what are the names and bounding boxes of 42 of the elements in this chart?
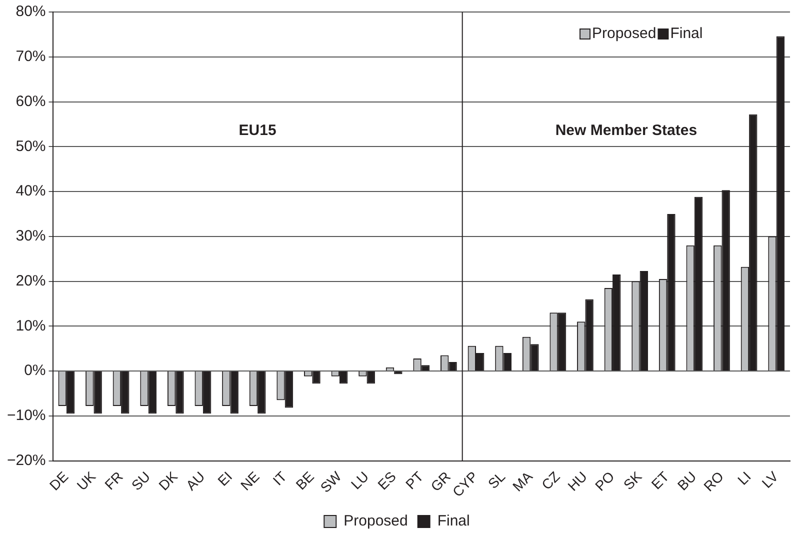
x-tick-label: ET: [648, 468, 672, 492]
y-tick-label: 40%: [16, 182, 46, 200]
text: Final: [437, 512, 470, 530]
y-tick-label: 70%: [16, 48, 46, 66]
x-tick-label: HU: [564, 468, 590, 494]
y-tick-label: 20%: [16, 272, 46, 290]
y-tick-label: 60%: [16, 92, 46, 110]
x-tick-label: PO: [592, 468, 618, 494]
x-tick-label: LU: [348, 468, 372, 492]
x-tick-label: EI: [214, 468, 236, 489]
y-tick-label: 0%: [24, 362, 46, 380]
x-tick-label: BU: [674, 468, 700, 494]
text: Proposed: [592, 25, 656, 42]
y-tick-label: −20%: [6, 452, 46, 469]
y-tick-label: 50%: [16, 138, 46, 155]
y-tick-label: 80%: [16, 3, 46, 20]
x-tick-label: DK: [155, 468, 181, 494]
x-tick-label: SL: [484, 468, 508, 492]
x-tick-label: PT: [402, 468, 427, 492]
x-tick-label: BE: [292, 468, 318, 493]
annotation: EU15: [238, 122, 276, 140]
x-tick-label: SK: [620, 468, 646, 493]
x-tick-label: ES: [374, 468, 399, 493]
x-tick-label: SU: [128, 468, 154, 494]
x-tick-label: RO: [700, 468, 727, 494]
x-tick-label: AU: [182, 468, 208, 494]
y-tick-label: 10%: [16, 317, 46, 334]
legend-label: Proposed: [344, 512, 408, 530]
x-tick-label: IT: [270, 468, 290, 488]
y-tick-label: 30%: [16, 228, 46, 245]
x-tick-label: LI: [734, 468, 754, 488]
y-tick-label: −10%: [6, 407, 46, 424]
legend-label: Final: [670, 25, 703, 42]
x-tick-label: MA: [509, 468, 536, 494]
x-tick-label: LV: [758, 468, 782, 491]
x-tick-label: CZ: [538, 468, 564, 493]
x-tick-label: DE: [46, 468, 72, 494]
x-tick-label: UK: [74, 468, 100, 494]
x-tick-label: SW: [317, 468, 345, 496]
annotation: New Member States: [555, 122, 698, 140]
x-tick-label: FR: [101, 468, 126, 493]
x-tick-label: NE: [237, 468, 262, 494]
